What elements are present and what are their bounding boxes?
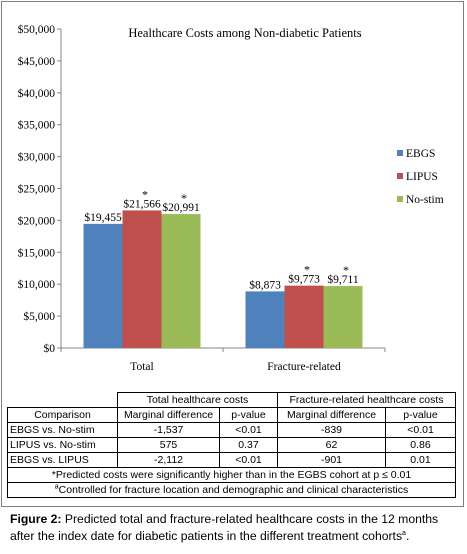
table-header-cell: Marginal difference bbox=[117, 407, 220, 423]
footnote-a-text: Controlled for fracture location and dem… bbox=[58, 483, 409, 496]
table-cell: -839 bbox=[277, 422, 386, 438]
caption-label: Figure 2: bbox=[10, 512, 62, 526]
y-tick-label: $0 bbox=[44, 342, 56, 355]
significance-marker: * bbox=[304, 263, 310, 277]
y-tick-label: $15,000 bbox=[18, 246, 56, 259]
comparison-table: Total healthcare costs Fracture-related … bbox=[6, 392, 457, 498]
table-footnote-row: aControlled for fracture location and de… bbox=[6, 482, 457, 498]
footnote-a-mark: a bbox=[54, 483, 59, 491]
table-cell: EBGS vs. No-stim bbox=[7, 422, 118, 438]
y-tick-label: $50,000 bbox=[18, 23, 56, 36]
table-header-cell: p-value bbox=[219, 407, 278, 423]
table-header-cell: Comparison bbox=[7, 407, 118, 423]
bar-no-stim bbox=[161, 214, 201, 348]
caption-end: . bbox=[405, 529, 410, 543]
y-tick-label: $10,000 bbox=[18, 278, 56, 291]
table-header-cell: p-value bbox=[384, 407, 457, 423]
chart-bars bbox=[83, 210, 363, 348]
y-tick-label: $45,000 bbox=[18, 55, 56, 68]
table-header-row: Comparison Marginal difference p-value M… bbox=[7, 407, 457, 423]
data-label: $9,773 bbox=[288, 273, 320, 286]
chart-legend: EBGS LIPUS No-stim bbox=[397, 148, 444, 206]
bar-ebgs bbox=[245, 291, 285, 348]
chart-data-labels: $19,455$21,566*$20,991*$8,873 $9,773*$9,7… bbox=[84, 187, 359, 291]
table-cell: 62 bbox=[277, 437, 386, 453]
bar-ebgs bbox=[83, 223, 123, 348]
table-group-header: Fracture-related healthcare costs bbox=[276, 392, 457, 408]
table-cell: -1,537 bbox=[117, 422, 220, 438]
figure-caption: Figure 2: Predicted total and fracture-r… bbox=[10, 511, 460, 545]
data-label: $8,873 bbox=[249, 278, 281, 291]
y-tick-label: $20,000 bbox=[18, 214, 56, 227]
table-group-header-row: Total healthcare costs Fracture-related … bbox=[8, 392, 457, 408]
bar-no-stim bbox=[323, 286, 363, 348]
caption-sup: a bbox=[402, 529, 406, 537]
legend-label: No-stim bbox=[406, 194, 444, 206]
table-footnote-row: *Predicted costs were significantly high… bbox=[6, 467, 457, 483]
x-tick-label: Total bbox=[130, 361, 153, 373]
significance-marker: * bbox=[343, 263, 349, 277]
bar-lipus bbox=[284, 285, 324, 348]
table-corner-cell bbox=[8, 393, 118, 408]
data-label: $19,455 bbox=[84, 211, 122, 224]
bar-chart: Healthcare Costs among Non-diabetic Pati… bbox=[18, 23, 444, 373]
legend-swatch-no-stim bbox=[397, 196, 403, 202]
table-cell: <0.01 bbox=[219, 452, 278, 468]
table-cell: 0.01 bbox=[384, 452, 457, 468]
table-cell: EBGS vs. LIPUS bbox=[7, 452, 118, 468]
caption-text: Predicted total and fracture-related hea… bbox=[10, 512, 439, 543]
legend-label: EBGS bbox=[406, 148, 435, 160]
data-label: $9,711 bbox=[327, 273, 358, 286]
table-cell: <0.01 bbox=[219, 422, 278, 438]
table-group-header: Total healthcare costs bbox=[117, 392, 278, 408]
x-tick-label: Fracture-related bbox=[267, 361, 341, 373]
significance-marker: * bbox=[181, 191, 187, 205]
table-cell: 0.86 bbox=[384, 437, 457, 453]
bar-lipus bbox=[122, 210, 162, 348]
legend-swatch-lipus bbox=[397, 173, 403, 179]
table-cell: 575 bbox=[117, 437, 220, 453]
legend-label: LIPUS bbox=[406, 171, 438, 183]
table-footnote-star: *Predicted costs were significantly high… bbox=[6, 467, 457, 483]
table-footnote-a: aControlled for fracture location and de… bbox=[6, 482, 457, 498]
y-tick-label: $40,000 bbox=[18, 87, 56, 100]
table-row: LIPUS vs. No-stim 575 0.37 62 0.86 bbox=[7, 437, 457, 453]
table-cell: LIPUS vs. No-stim bbox=[7, 437, 118, 453]
y-tick-label: $25,000 bbox=[18, 183, 56, 196]
y-tick-label: $35,000 bbox=[18, 119, 56, 132]
table-row: EBGS vs. LIPUS -2,112 <0.01 -901 0.01 bbox=[7, 452, 457, 468]
table-header-cell: Marginal difference bbox=[277, 407, 386, 423]
table-row: EBGS vs. No-stim -1,537 <0.01 -839 <0.01 bbox=[7, 422, 457, 438]
y-tick-label: $5,000 bbox=[23, 310, 55, 323]
chart-axes: $0 $5,000 $10,000 $15,000 $20,000 $25,000 $30,… bbox=[18, 23, 386, 373]
table-cell: -901 bbox=[277, 452, 386, 468]
y-tick-label: $30,000 bbox=[18, 151, 56, 164]
data-label: $21,566 bbox=[123, 197, 161, 210]
table-cell: -2,112 bbox=[117, 452, 220, 468]
legend-swatch-ebgs bbox=[397, 150, 403, 156]
significance-marker: * bbox=[142, 187, 148, 201]
table-cell: 0.37 bbox=[219, 437, 278, 453]
table-cell: <0.01 bbox=[384, 422, 457, 438]
data-label: $20,991 bbox=[162, 201, 200, 214]
chart-title: Healthcare Costs among Non-diabetic Pati… bbox=[128, 26, 361, 40]
